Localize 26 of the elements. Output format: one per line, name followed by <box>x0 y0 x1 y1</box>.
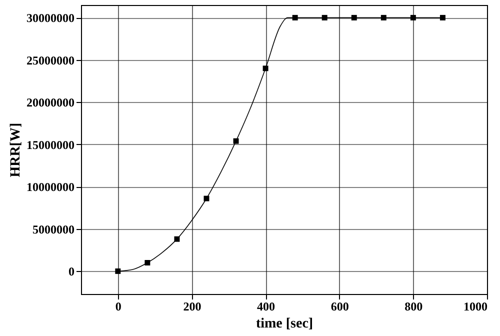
x-tick-label: 400 <box>257 300 276 314</box>
point <box>144 260 150 266</box>
point <box>440 14 446 20</box>
point <box>351 14 357 20</box>
point <box>322 14 328 20</box>
x-tick-label: 600 <box>330 300 349 314</box>
x-tick-label: 800 <box>404 300 423 314</box>
x-tick-label: 1000 <box>464 300 488 314</box>
point <box>174 236 180 242</box>
point <box>410 14 416 20</box>
y-axis-title: HRR[W] <box>8 122 24 178</box>
y-tick-label: 25000000 <box>26 53 74 68</box>
point <box>262 66 268 72</box>
y-tick-label: 20000000 <box>26 96 74 110</box>
x-tick-label: 200 <box>183 300 202 314</box>
y-tick-label: 10000000 <box>26 180 74 194</box>
point <box>380 14 386 20</box>
point <box>233 138 239 144</box>
y-tick-label: 30000000 <box>26 11 74 26</box>
y-tick-label: 5000000 <box>32 222 74 236</box>
x-tick-label: 0 <box>115 300 122 314</box>
y-tick-label: 0 <box>68 264 74 279</box>
x-axis-title: time [sec] <box>256 316 314 332</box>
y-tick-label: 15000000 <box>26 138 74 152</box>
point <box>115 268 121 274</box>
point <box>292 14 298 20</box>
